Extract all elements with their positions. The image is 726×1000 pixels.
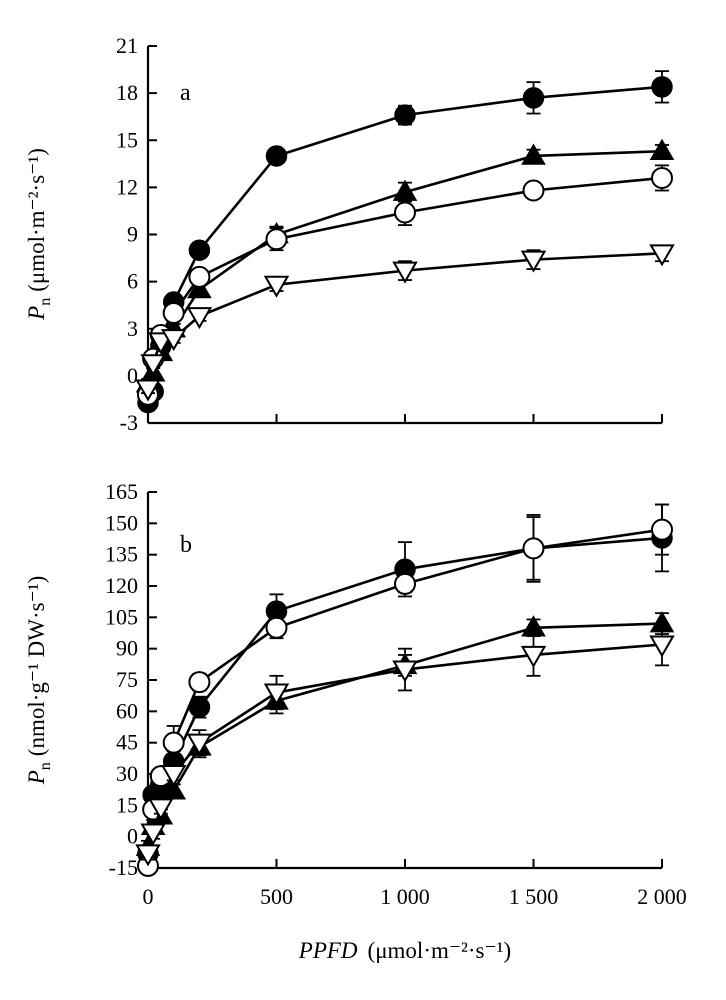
- data-point-open-triangle: [392, 660, 418, 683]
- data-point-open-circle: [162, 731, 185, 754]
- x-axis-title: PPFD (μmol·m⁻²·s⁻¹): [298, 938, 511, 963]
- y-tick-label: 6: [127, 269, 138, 294]
- y-tick-label: 12: [116, 174, 138, 199]
- y-tick-label: 75: [116, 667, 138, 692]
- data-point-open-triangle: [160, 765, 187, 787]
- y-tick-label: 0: [127, 363, 138, 388]
- x-tick-label: 2 000: [637, 884, 687, 909]
- data-point-open-circle: [188, 265, 211, 288]
- x-axis-title-unit: (μmol·m⁻²·s⁻¹): [368, 938, 512, 963]
- data-point-filled-circle: [265, 145, 288, 167]
- y-axis-title-unit: (nmol·g⁻¹ DW·s⁻¹): [24, 576, 49, 757]
- y-tick-label: 45: [116, 730, 138, 755]
- series-line: [146, 85, 663, 404]
- y-axis-title-subscript: n: [37, 762, 54, 770]
- x-axis-title-text: PPFD (μmol·m⁻²·s⁻¹): [298, 938, 511, 963]
- panel-a: -3 0 3 6 9 12 15 18 21 a Pn (μmol·m⁻²·s⁻¹): [24, 33, 675, 435]
- data-point-open-triangle: [140, 823, 166, 846]
- data-point-open-triangle: [649, 244, 675, 267]
- y-tick-label: 9: [127, 222, 138, 247]
- y-tick-label: -3: [120, 410, 138, 435]
- y-tick-label: 21: [116, 33, 138, 58]
- y-axis-title-subscript: n: [37, 298, 54, 306]
- data-point-open-circle: [188, 671, 211, 694]
- panel-label: b: [180, 532, 192, 558]
- x-axis-title-symbol: PPFD: [298, 938, 358, 963]
- data-point-open-triangle: [263, 275, 290, 298]
- y-tick-label: 15: [116, 127, 138, 152]
- data-point-filled-circle: [394, 104, 416, 126]
- data-point-open-circle: [162, 302, 185, 325]
- y-tick-label: 18: [116, 80, 138, 105]
- y-tick-label: 135: [105, 542, 138, 567]
- y-tick-label: 60: [116, 698, 138, 723]
- data-point-open-triangle: [520, 250, 547, 273]
- data-point-open-triangle: [649, 635, 675, 658]
- data-point-open-triangle: [160, 329, 187, 352]
- data-point-open-triangle: [392, 261, 418, 284]
- series-triangle-down-open: [135, 244, 675, 402]
- data-point-filled-circle: [522, 87, 545, 109]
- y-tick-label: 0: [127, 824, 138, 849]
- data-point-filled-triangle: [187, 276, 212, 299]
- data-point-open-circle: [651, 518, 673, 541]
- x-tick-label: 0: [143, 884, 154, 909]
- data-point-open-triangle: [148, 798, 174, 821]
- y-tick-label: 105: [105, 604, 138, 629]
- data-point-open-circle: [394, 572, 416, 595]
- series-circle-filled: [137, 70, 673, 414]
- y-tick-label: 3: [127, 316, 138, 341]
- data-point-open-circle: [265, 228, 288, 251]
- data-point-filled-circle: [651, 76, 673, 98]
- data-point-filled-triangle: [521, 143, 546, 165]
- data-point-open-triangle: [135, 379, 161, 402]
- panel-label: a: [180, 80, 191, 106]
- y-axis-title: Pn (μmol·m⁻²·s⁻¹): [24, 148, 54, 321]
- y-tick-label: 165: [105, 479, 138, 504]
- y-axis-title-symbol: P: [24, 306, 49, 321]
- data-point-open-circle: [522, 537, 545, 560]
- y-tick-label: 90: [116, 636, 138, 661]
- data-point-open-circle: [394, 201, 416, 224]
- series-circle-open: [137, 164, 673, 406]
- y-tick-label: -15: [109, 855, 138, 880]
- data-point-open-triangle: [135, 844, 161, 867]
- y-tick-label: 15: [116, 792, 138, 817]
- y-axis-title-symbol: P: [24, 770, 49, 785]
- y-axis-title: Pn (nmol·g⁻¹ DW·s⁻¹): [24, 576, 54, 786]
- x-tick-label: 500: [260, 884, 293, 909]
- data-point-open-circle: [265, 616, 288, 639]
- data-point-open-triangle: [140, 354, 166, 377]
- data-point-filled-circle: [188, 239, 211, 261]
- data-point-open-triangle: [186, 307, 213, 330]
- data-point-open-triangle: [520, 645, 547, 668]
- y-tick-label: 30: [116, 761, 138, 786]
- data-point-open-circle: [522, 179, 545, 202]
- data-point-open-triangle: [263, 683, 290, 706]
- x-tick-label: 1 000: [380, 884, 430, 909]
- x-tick-label: 1 500: [509, 884, 559, 909]
- data-point-open-triangle: [186, 733, 213, 756]
- series-circle-open: [137, 503, 673, 877]
- data-point-open-circle: [651, 166, 673, 189]
- y-tick-label: 120: [105, 573, 138, 598]
- y-axis-title-unit: (μmol·m⁻²·s⁻¹): [24, 148, 49, 292]
- series-triangle-down-open: [135, 622, 675, 867]
- y-tick-label: 150: [105, 510, 138, 535]
- data-point-filled-triangle: [649, 138, 675, 160]
